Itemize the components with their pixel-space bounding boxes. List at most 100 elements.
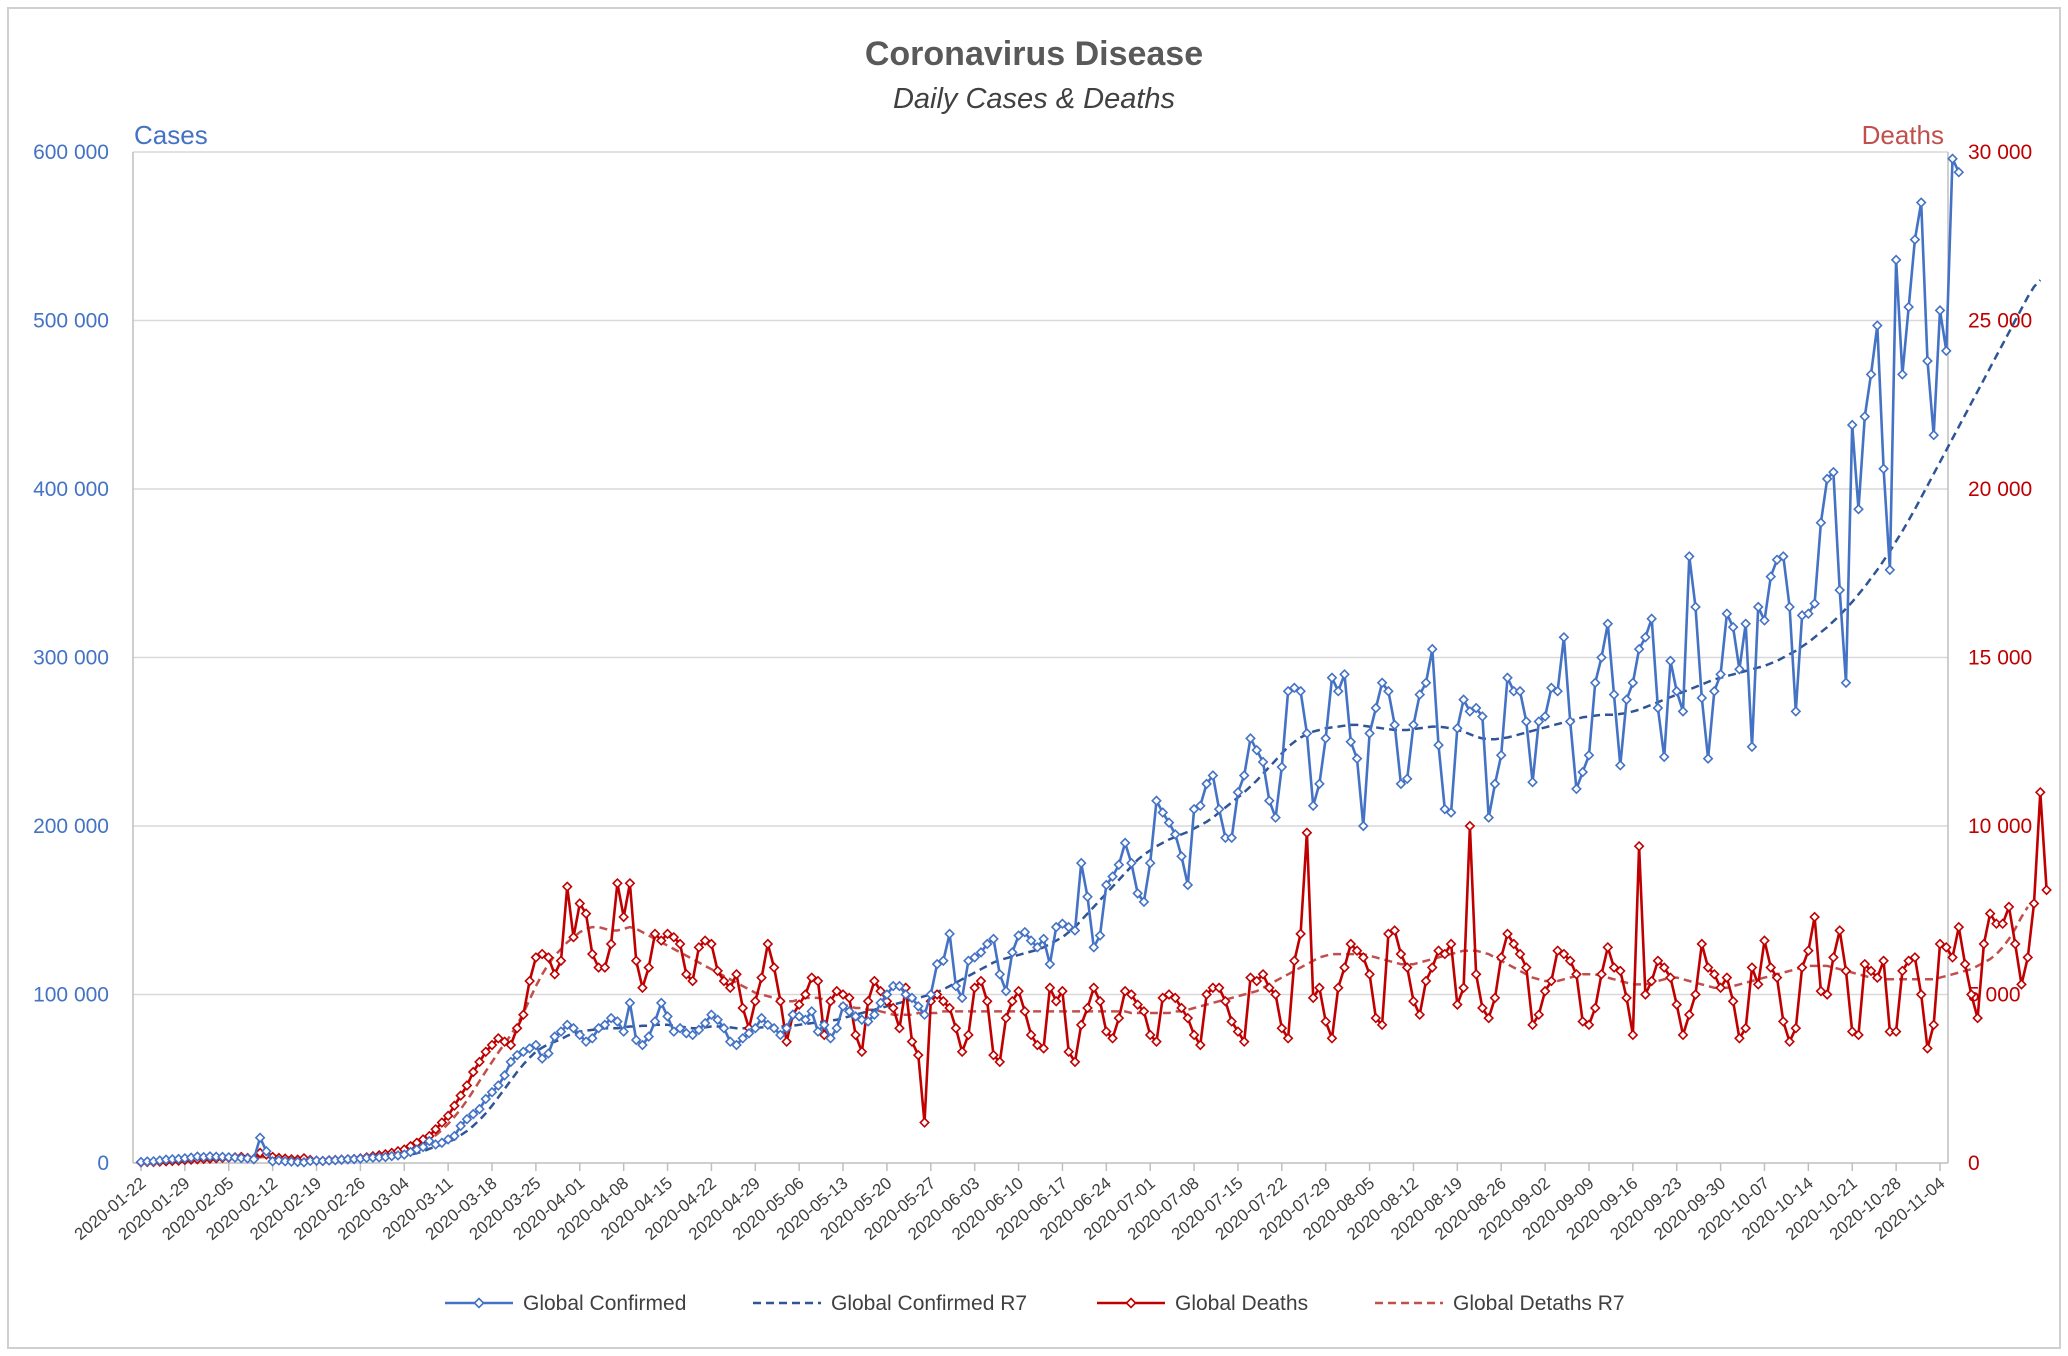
data-point	[831, 985, 843, 997]
data-point	[2028, 898, 2040, 909]
data-point	[1640, 631, 1651, 643]
data-point	[1006, 947, 1018, 958]
data-point	[1038, 1043, 1049, 1054]
data-point	[467, 1066, 479, 1078]
data-point	[1376, 677, 1388, 689]
data-point	[1865, 965, 1877, 977]
data-point	[1113, 859, 1125, 871]
data-point	[1633, 840, 1645, 852]
data-point	[1439, 948, 1451, 960]
data-point	[1270, 989, 1281, 1000]
data-point	[417, 1141, 429, 1153]
data-point	[1326, 672, 1338, 684]
data-point	[1947, 952, 1958, 963]
data-point	[1502, 672, 1513, 684]
data-point	[699, 935, 711, 946]
data-point	[1558, 948, 1570, 960]
data-point	[1483, 1012, 1495, 1024]
data-point	[1815, 517, 1827, 529]
data-point	[1376, 1019, 1388, 1031]
data-point	[555, 955, 567, 967]
data-point	[624, 877, 636, 889]
data-point	[1414, 1009, 1426, 1021]
data-point	[1646, 613, 1657, 625]
data-point	[881, 989, 893, 1000]
data-point	[1621, 992, 1632, 1004]
right-tick-label: 25 000	[1968, 310, 2032, 333]
data-point	[950, 1022, 962, 1034]
data-point	[1677, 1029, 1689, 1041]
data-point	[499, 1036, 510, 1048]
data-point	[718, 1022, 730, 1034]
data-point	[461, 1113, 473, 1125]
data-point	[1752, 979, 1764, 990]
series-global-confirmed	[135, 153, 1965, 1168]
data-point	[843, 1006, 855, 1017]
data-point	[1439, 803, 1451, 815]
data-point	[1226, 832, 1238, 844]
data-point	[1057, 918, 1068, 930]
data-point	[655, 997, 667, 1009]
data-point	[486, 1039, 498, 1051]
data-point	[1846, 419, 1858, 431]
data-point	[994, 968, 1006, 980]
data-point	[1796, 962, 1808, 973]
data-point	[1959, 958, 1971, 970]
data-point	[969, 952, 981, 963]
data-point	[812, 1026, 824, 1037]
data-point	[1539, 711, 1551, 722]
data-point	[1840, 965, 1852, 977]
data-point	[1922, 1043, 1933, 1054]
data-point	[1533, 1009, 1545, 1021]
data-point	[1025, 935, 1037, 946]
data-point	[1546, 975, 1557, 987]
data-point	[731, 968, 742, 980]
data-point	[1765, 962, 1777, 973]
data-point	[2003, 901, 2015, 913]
data-point	[912, 1049, 924, 1061]
data-point	[1477, 711, 1488, 722]
data-point	[1389, 925, 1400, 936]
data-point	[436, 1137, 448, 1149]
data-point	[1984, 908, 1996, 919]
data-point	[1552, 945, 1563, 957]
data-point	[1546, 682, 1557, 694]
data-point	[1163, 989, 1175, 1000]
data-point	[850, 1011, 861, 1022]
data-point	[674, 1022, 686, 1034]
data-point	[1533, 716, 1545, 727]
data-point	[875, 997, 886, 1009]
data-point	[1075, 857, 1087, 869]
data-point	[643, 962, 655, 973]
data-point	[806, 972, 818, 983]
data-point	[1295, 928, 1306, 940]
data-point	[718, 975, 730, 987]
data-point	[662, 1011, 673, 1022]
data-point	[1408, 719, 1419, 731]
data-point	[580, 1036, 592, 1048]
data-point	[1213, 803, 1225, 815]
data-point	[1727, 621, 1739, 633]
data-point	[524, 975, 535, 987]
data-point	[1088, 941, 1100, 953]
data-point	[649, 928, 661, 940]
data-point	[1746, 962, 1758, 973]
data-point	[775, 1029, 786, 1041]
data-point	[543, 1048, 554, 1059]
data-point	[825, 995, 836, 1007]
data-point	[875, 985, 886, 997]
data-point	[800, 1014, 811, 1026]
data-point	[1401, 773, 1413, 785]
series-global-detaths-r7	[140, 906, 2029, 1164]
data-point	[1238, 1036, 1250, 1048]
data-point	[1966, 989, 1977, 1000]
data-point	[1426, 643, 1438, 655]
data-point	[1752, 601, 1764, 613]
data-point	[956, 992, 968, 1004]
data-point	[1320, 733, 1332, 744]
data-point	[681, 968, 692, 980]
data-point	[1395, 948, 1407, 960]
data-point	[580, 908, 592, 919]
data-point	[1132, 999, 1143, 1010]
data-point	[1571, 783, 1582, 795]
